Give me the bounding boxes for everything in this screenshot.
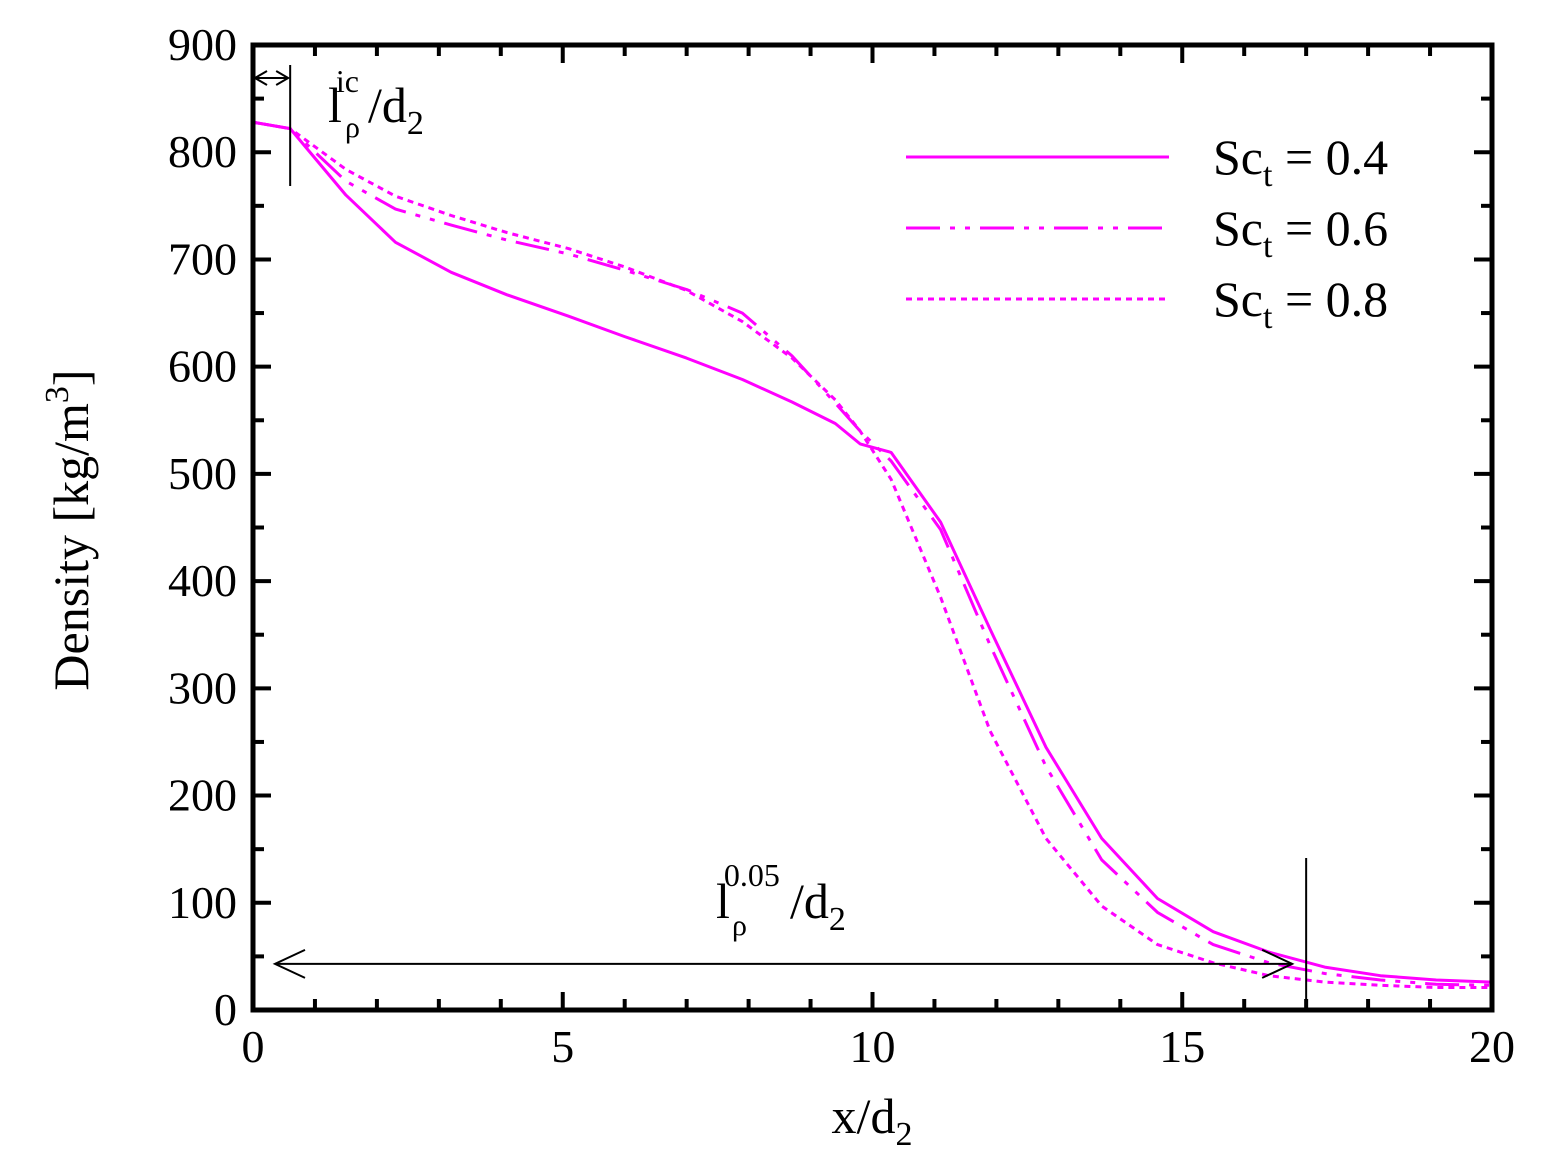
- x-tick-label: 5: [551, 1021, 574, 1072]
- annotation-markers: [253, 65, 1308, 1010]
- y-tick-label: 900: [168, 19, 237, 70]
- legend-label-3: Sct = 0.8: [1213, 271, 1388, 336]
- y-tick-label: 400: [168, 555, 237, 606]
- series-line-3: [252, 120, 1492, 989]
- p05-arrowhead-right: [1261, 948, 1295, 979]
- legend-label-2: Sct = 0.6: [1213, 200, 1388, 265]
- ic-arrowhead-right: [275, 70, 291, 86]
- y-tick-label: 500: [168, 448, 237, 499]
- p05-arrowhead-left: [272, 948, 306, 979]
- series-line-2: [252, 120, 1493, 987]
- x-tick-label: 15: [1159, 1021, 1205, 1072]
- annotation-ic-label: lic ρ/d2: [328, 63, 424, 144]
- y-tick-label: 700: [168, 233, 237, 284]
- y-tick-label: 200: [168, 770, 237, 821]
- y-tick-label: 0: [214, 984, 237, 1035]
- x-tick-label: 20: [1469, 1021, 1515, 1072]
- y-tick-label: 300: [168, 662, 237, 713]
- y-tick-label: 800: [168, 126, 237, 177]
- y-axis-title: Density [kg/m3]: [39, 369, 99, 690]
- x-axis-title: x/d2: [832, 1088, 913, 1153]
- y-tick-label: 600: [168, 341, 237, 392]
- y-tick-label: 100: [168, 877, 237, 928]
- legend-label-1: Sct = 0.4: [1213, 129, 1388, 194]
- x-tick-label: 10: [850, 1021, 896, 1072]
- x-tick-label: 0: [242, 1021, 265, 1072]
- annotation-005-label: l0.05 ρ/d2: [716, 857, 846, 942]
